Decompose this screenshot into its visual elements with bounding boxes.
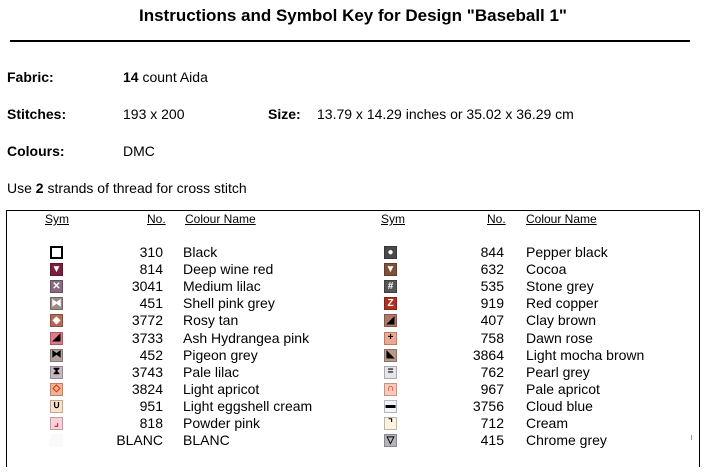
colour-number: 632 (480, 261, 504, 278)
colour-number: 3733 (131, 329, 163, 346)
arch-icon: ∩ (384, 382, 397, 396)
u-shape-icon: ∪ (50, 399, 63, 413)
colour-number: 415 (480, 432, 504, 449)
colour-name: Light apricot (183, 380, 260, 397)
colour-number: 3743 (131, 363, 163, 380)
fabric-value: 14 count Aida (123, 69, 208, 85)
square-outline-icon (50, 246, 63, 259)
colours-value: DMC (123, 143, 155, 159)
edge-tick (691, 435, 692, 440)
colour-number: 3041 (131, 278, 163, 295)
colour-name: Powder pink (183, 415, 261, 431)
diamond-icon: ◆ (50, 314, 63, 328)
colours-label: Colours: (7, 143, 65, 159)
bowtie-icon: ⧓ (50, 348, 63, 362)
strands-note: Use 2 strands of thread for cross stitch (7, 180, 247, 196)
left-header-name: Colour Name (185, 212, 256, 226)
triangle-corner-icon: ◣ (384, 348, 397, 362)
colour-number: 818 (139, 415, 163, 431)
strands-prefix: Use (7, 180, 36, 196)
size-label: Size: (268, 106, 301, 122)
dash-icon: ▬ (384, 399, 397, 413)
colour-name: Cocoa (526, 261, 567, 278)
colour-name: Pale apricot (526, 380, 600, 397)
colour-number: 814 (139, 261, 163, 278)
colour-name: Cream (526, 415, 569, 431)
colour-name: Pale lilac (183, 363, 240, 380)
double-line-icon: = (384, 365, 397, 379)
colour-number: 452 (139, 346, 163, 363)
colour-name: Light mocha brown (526, 346, 645, 363)
hourglass-icon: ⧗ (50, 365, 63, 379)
colour-number: 762 (480, 363, 504, 380)
colour-name: Dawn rose (526, 329, 593, 346)
colour-name: Light eggshell cream (183, 397, 313, 414)
symbol-key-table (6, 210, 700, 467)
triangle-down-icon: ▼ (50, 263, 63, 277)
colour-name: Red copper (526, 295, 599, 312)
triangle-corner-icon: ◢ (384, 314, 397, 328)
colour-number: 3772 (131, 312, 163, 329)
circle-icon: ● (384, 246, 397, 259)
triangle-down-outline-icon: ▽ (384, 434, 397, 448)
colour-number: 712 (480, 415, 504, 431)
colour-name: Pepper black (526, 244, 608, 260)
corner-icon: ⌝ (384, 417, 397, 430)
corner-icon: ⌟ (50, 417, 63, 430)
bowtie-icon: ⧓ (50, 297, 63, 311)
plus-icon: + (384, 331, 397, 345)
colour-number: 535 (480, 278, 504, 295)
size-value: 13.79 x 14.29 inches or 35.02 x 36.29 cm (317, 106, 574, 122)
colour-number: 310 (139, 244, 163, 260)
z-icon: Z (384, 297, 397, 311)
stitches-value: 193 x 200 (123, 106, 185, 122)
colour-number: 3756 (472, 397, 504, 414)
colour-number: 951 (139, 397, 163, 414)
triangle-down-icon: ▼ (384, 263, 397, 277)
colour-name: Pigeon grey (183, 346, 258, 363)
colour-number: 3824 (131, 380, 163, 397)
right-header-no: No. (487, 212, 506, 226)
stitches-label: Stitches: (7, 106, 67, 122)
triangle-corner-icon: ◢ (50, 331, 63, 345)
colour-number: 407 (480, 312, 504, 329)
fabric-text: count Aida (138, 69, 208, 85)
right-header-name: Colour Name (526, 212, 597, 226)
blank-icon (50, 434, 63, 448)
colour-number: 758 (480, 329, 504, 346)
colour-name: Clay brown (526, 312, 597, 329)
colour-name: Chrome grey (526, 432, 607, 449)
fabric-count: 14 (123, 69, 139, 85)
page-title: Instructions and Symbol Key for Design "… (139, 6, 567, 25)
colour-name: Black (183, 244, 218, 260)
colour-number: 967 (480, 380, 504, 397)
colour-name: Cloud blue (526, 397, 593, 414)
colour-name: Medium lilac (183, 278, 261, 295)
left-header-sym: Sym (45, 212, 69, 226)
colour-name: BLANC (183, 432, 230, 449)
colour-name: Ash Hydrangea pink (183, 329, 310, 346)
colour-name: Rosy tan (183, 312, 239, 329)
colour-number: 3864 (472, 346, 504, 363)
colour-name: Deep wine red (183, 261, 274, 278)
right-header-sym: Sym (381, 212, 405, 226)
diamond-outline-icon: ◇ (50, 382, 63, 396)
x-icon: ✕ (50, 280, 63, 294)
fabric-label: Fabric: (7, 69, 54, 85)
colour-number: BLANC (116, 432, 163, 449)
colour-number: 919 (480, 295, 504, 312)
left-header-no: No. (147, 212, 166, 226)
colour-name: Pearl grey (526, 363, 590, 380)
colour-name: Stone grey (526, 278, 594, 295)
hash-icon: # (384, 280, 397, 294)
colour-number: 844 (480, 244, 504, 260)
colour-number: 451 (139, 295, 163, 312)
strands-count: 2 (35, 180, 44, 196)
strands-suffix: strands of thread for cross stitch (43, 180, 247, 196)
title-rule (10, 40, 690, 42)
colour-name: Shell pink grey (183, 295, 275, 312)
